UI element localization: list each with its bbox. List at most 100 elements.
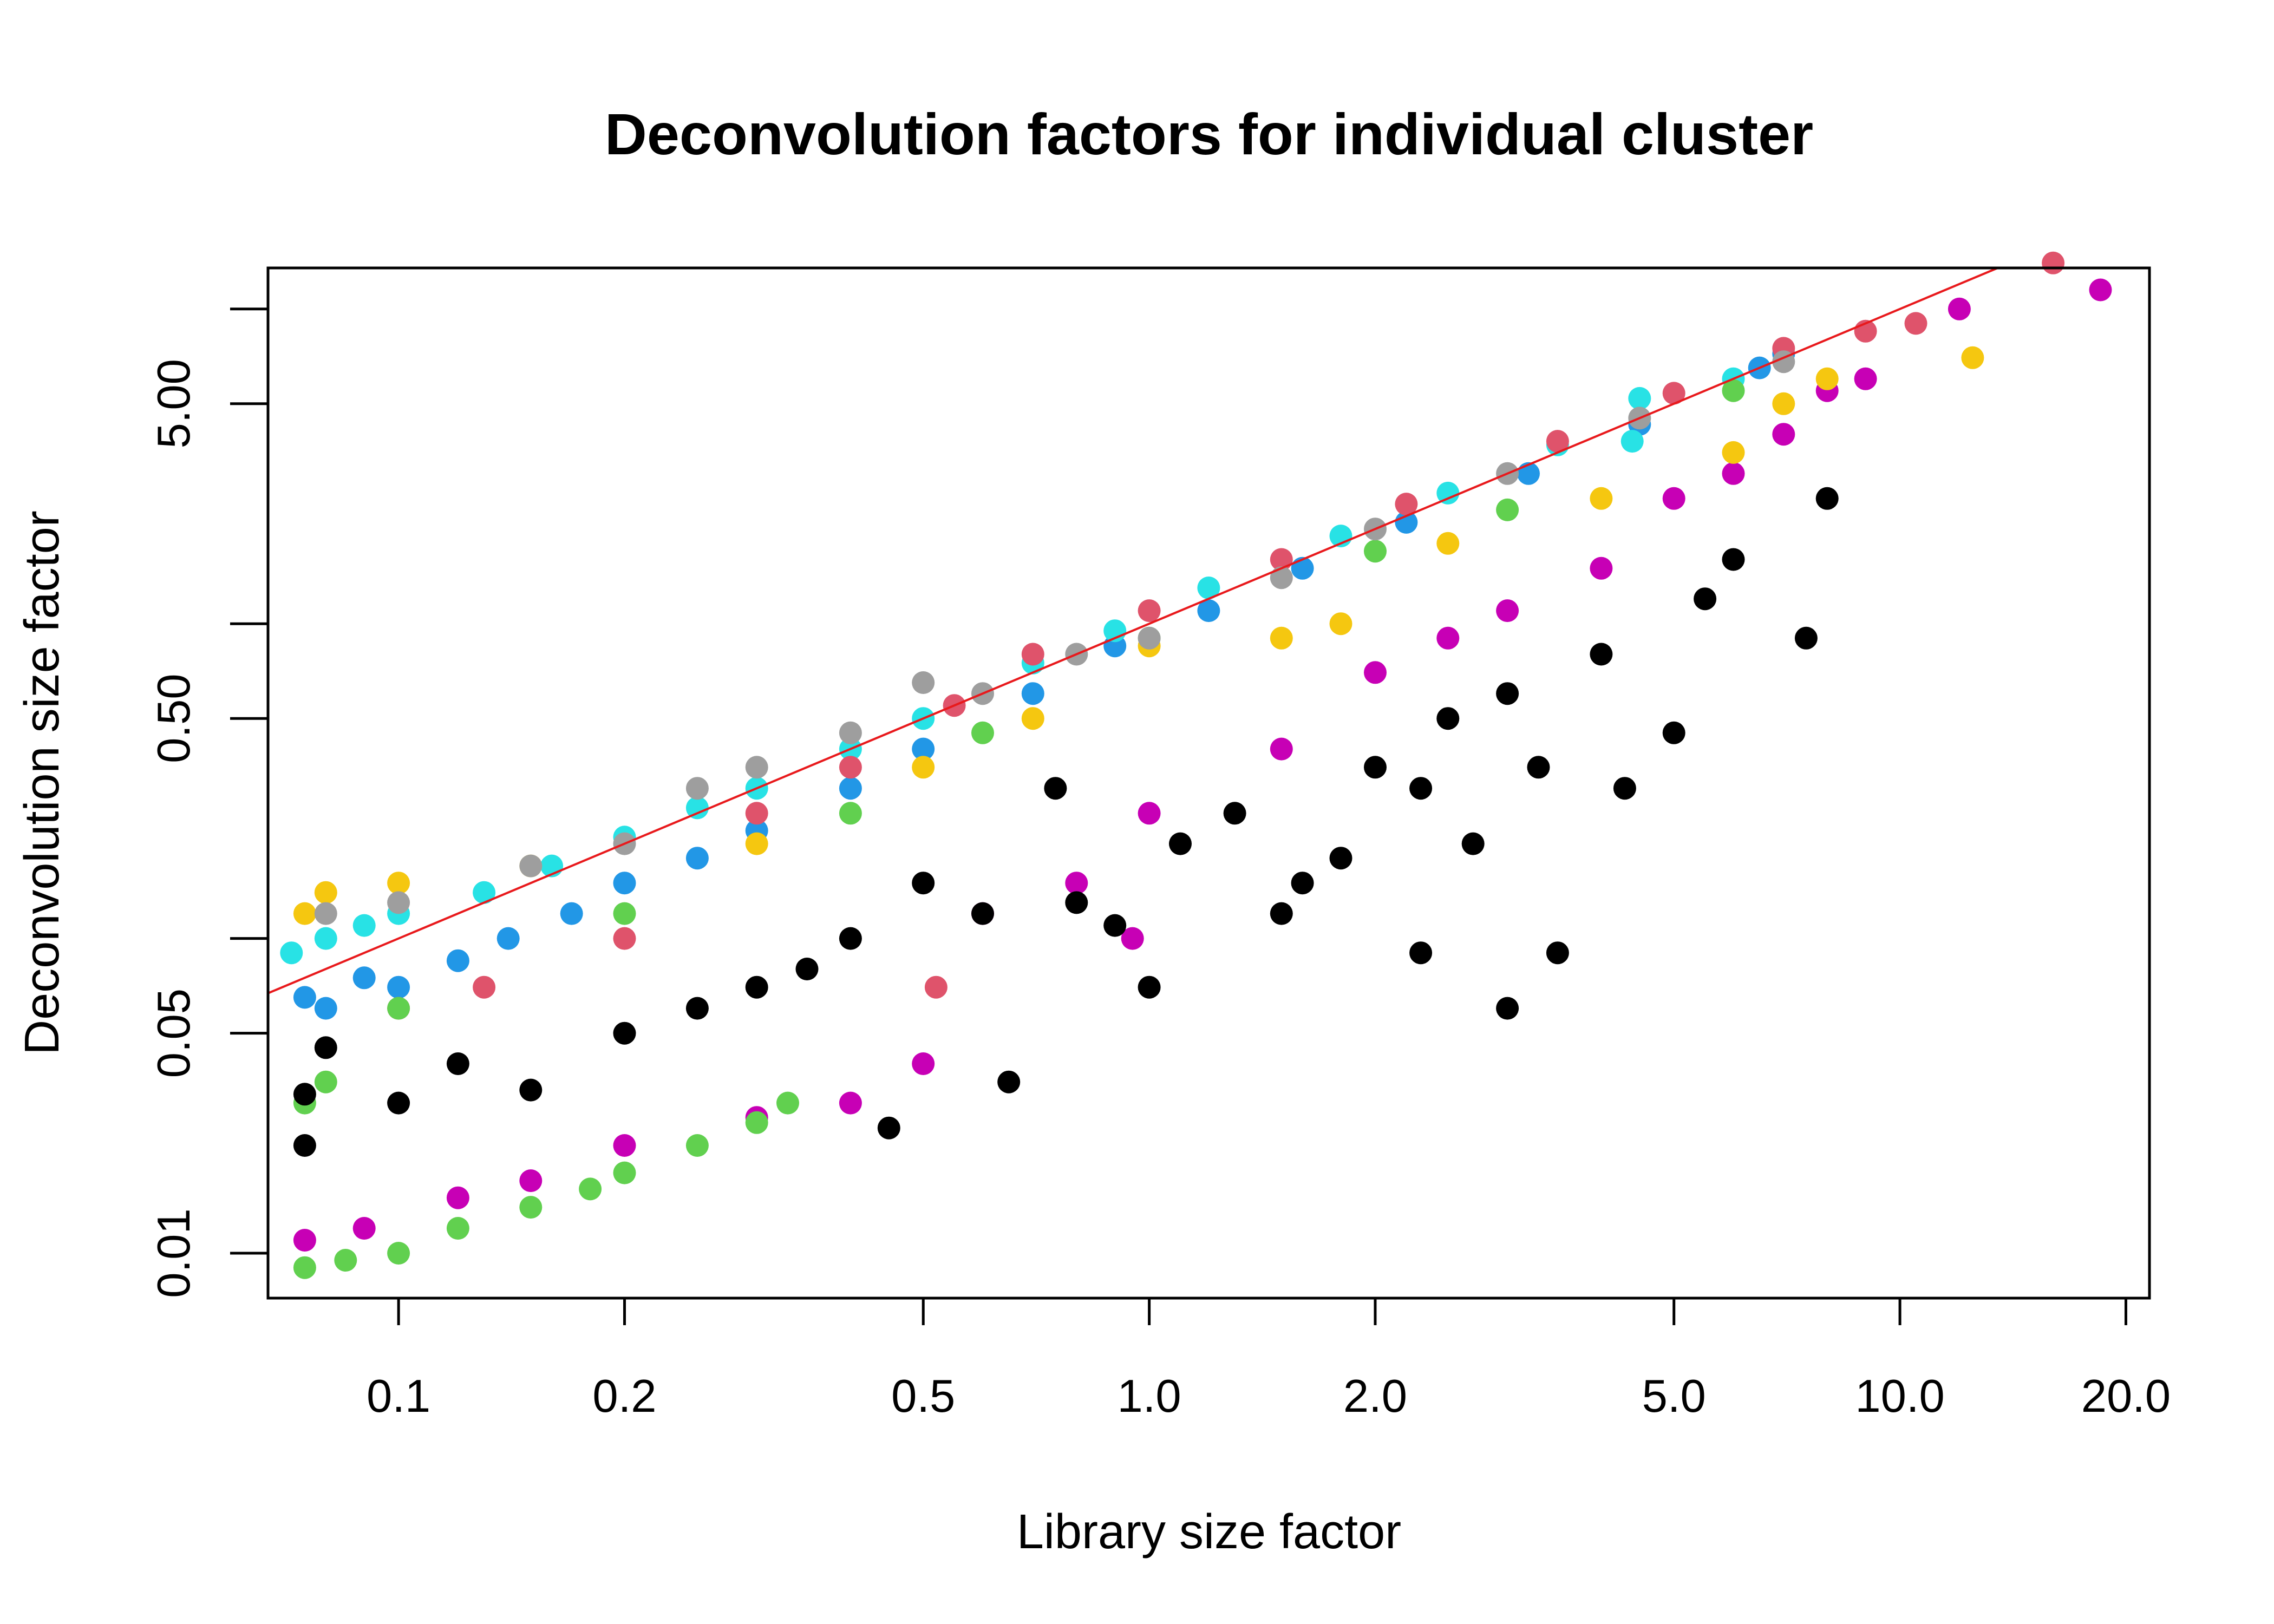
data-point bbox=[1546, 430, 1569, 453]
data-point bbox=[2089, 278, 2112, 302]
data-point bbox=[1329, 847, 1352, 870]
data-point bbox=[293, 1083, 316, 1106]
data-point bbox=[1527, 756, 1550, 779]
data-point bbox=[1364, 756, 1387, 779]
data-point bbox=[519, 854, 543, 878]
data-point bbox=[1138, 626, 1161, 650]
data-point bbox=[912, 1052, 935, 1075]
data-point bbox=[446, 1217, 469, 1240]
data-point bbox=[1364, 540, 1387, 563]
data-point bbox=[1436, 626, 1460, 650]
data-point bbox=[839, 802, 862, 825]
data-point bbox=[839, 721, 862, 744]
data-point bbox=[519, 1078, 543, 1102]
data-point bbox=[496, 927, 520, 950]
data-point bbox=[387, 1091, 410, 1115]
data-point bbox=[519, 1196, 543, 1219]
data-point bbox=[1044, 777, 1067, 800]
data-point bbox=[924, 975, 948, 999]
data-point bbox=[1662, 487, 1685, 510]
data-point bbox=[745, 802, 768, 825]
data-point bbox=[1590, 643, 1613, 666]
data-point bbox=[839, 777, 862, 800]
data-point bbox=[877, 1116, 900, 1140]
data-point bbox=[1961, 346, 1984, 369]
data-point bbox=[579, 1177, 602, 1201]
y-axis: 0.01 0.05 0.50 5.00 bbox=[148, 307, 270, 1298]
data-point bbox=[685, 777, 709, 800]
series-3 bbox=[293, 278, 2112, 1252]
data-point bbox=[613, 902, 636, 925]
data-point bbox=[1197, 577, 1220, 599]
series-7 bbox=[293, 487, 1839, 1157]
data-point bbox=[1021, 707, 1044, 730]
data-point bbox=[1121, 927, 1144, 950]
data-point bbox=[473, 975, 496, 999]
data-point bbox=[314, 997, 337, 1020]
data-point bbox=[1270, 626, 1293, 650]
data-point bbox=[314, 1036, 337, 1059]
data-point bbox=[293, 1256, 316, 1279]
data-point bbox=[2042, 251, 2065, 274]
data-point bbox=[314, 927, 337, 950]
data-point bbox=[1722, 441, 1745, 464]
data-point bbox=[280, 941, 303, 965]
data-point bbox=[613, 1134, 636, 1157]
data-point bbox=[1794, 626, 1818, 650]
data-point bbox=[912, 872, 935, 895]
y-tick-label: 0.01 bbox=[148, 1208, 200, 1298]
data-point bbox=[387, 891, 410, 914]
data-point bbox=[1197, 599, 1220, 623]
data-point bbox=[1590, 487, 1613, 510]
data-point bbox=[1613, 777, 1636, 800]
data-point bbox=[776, 1091, 799, 1115]
data-point bbox=[293, 1229, 316, 1252]
data-point bbox=[795, 958, 819, 980]
data-point bbox=[352, 914, 376, 937]
data-point bbox=[1772, 423, 1795, 446]
y-tick-label: 0.05 bbox=[148, 988, 200, 1078]
data-point bbox=[839, 756, 862, 779]
data-point bbox=[314, 881, 337, 904]
data-point bbox=[446, 949, 469, 972]
data-point bbox=[1436, 532, 1460, 555]
data-point bbox=[1103, 914, 1127, 937]
y-axis-label: Deconvolution size factor bbox=[15, 510, 69, 1055]
data-point bbox=[293, 1134, 316, 1157]
data-point bbox=[519, 1169, 543, 1193]
data-point bbox=[1409, 777, 1433, 800]
data-point bbox=[1694, 587, 1717, 611]
data-point bbox=[613, 1161, 636, 1184]
y-tick-label: 0.50 bbox=[148, 673, 200, 763]
data-point bbox=[912, 671, 935, 694]
data-point bbox=[1065, 891, 1088, 914]
data-point bbox=[1270, 902, 1293, 925]
data-point bbox=[560, 902, 583, 925]
data-point bbox=[352, 1217, 376, 1240]
data-point bbox=[971, 721, 994, 744]
data-point bbox=[1065, 872, 1088, 895]
data-point bbox=[1590, 556, 1613, 580]
data-point bbox=[971, 902, 994, 925]
x-tick-label: 10.0 bbox=[1855, 1371, 1944, 1422]
data-point bbox=[613, 872, 636, 895]
data-point bbox=[1496, 599, 1519, 623]
data-point bbox=[387, 1242, 410, 1265]
data-point bbox=[613, 1021, 636, 1045]
series-4 bbox=[293, 379, 1745, 1279]
x-axis: 0.1 0.2 0.5 1.0 2.0 5.0 10.0 20.0 bbox=[367, 1296, 2171, 1422]
data-point bbox=[745, 975, 768, 999]
data-point bbox=[745, 1111, 768, 1134]
data-point bbox=[1291, 872, 1314, 895]
data-point bbox=[912, 737, 935, 761]
chart-title: Deconvolution factors for individual clu… bbox=[605, 101, 1813, 167]
data-point bbox=[1496, 682, 1519, 705]
data-point bbox=[1138, 599, 1161, 623]
x-tick-label: 20.0 bbox=[2081, 1371, 2171, 1422]
data-point bbox=[1329, 612, 1352, 636]
data-point bbox=[1138, 975, 1161, 999]
data-point bbox=[446, 1052, 469, 1075]
data-point bbox=[352, 966, 376, 990]
data-point bbox=[1815, 367, 1839, 390]
